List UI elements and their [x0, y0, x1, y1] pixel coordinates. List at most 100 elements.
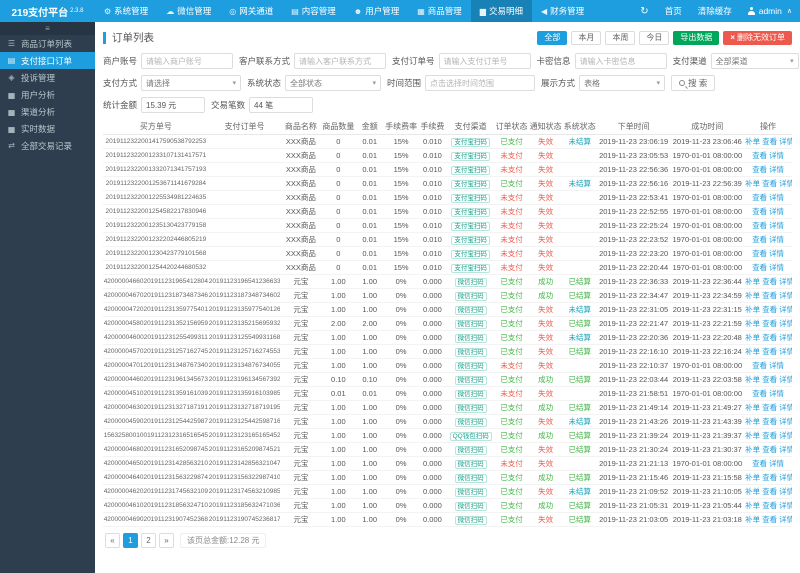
action-link-查看[interactable]: 查看: [752, 220, 768, 230]
action-link-查看[interactable]: 查看: [762, 500, 778, 510]
display-mode-select[interactable]: 表格 ▾: [579, 75, 666, 91]
action-link-详情[interactable]: 详情: [769, 220, 785, 230]
action-link-查看[interactable]: 查看: [762, 276, 778, 286]
action-link-查看[interactable]: 查看: [762, 290, 778, 300]
action-link-详情[interactable]: 详情: [779, 430, 792, 440]
action-link-详情[interactable]: 详情: [779, 416, 792, 426]
action-link-补单[interactable]: 补单: [745, 486, 761, 496]
action-link-详情[interactable]: 详情: [779, 290, 792, 300]
action-link-查看[interactable]: 查看: [752, 234, 768, 244]
action-link-补单[interactable]: 补单: [745, 444, 761, 454]
sidebar-toggle[interactable]: ≡: [0, 22, 95, 35]
page-prev-button[interactable]: «: [105, 532, 120, 548]
nav-item-商品管理[interactable]: ▦ 商品管理: [417, 6, 462, 16]
action-link-补单[interactable]: 补单: [745, 304, 761, 314]
action-link-查看[interactable]: 查看: [752, 360, 768, 370]
action-link-查看[interactable]: 查看: [762, 402, 778, 412]
action-link-补单[interactable]: 补单: [745, 430, 761, 440]
range-button-本月[interactable]: 本月: [571, 31, 602, 45]
action-link-查看[interactable]: 查看: [752, 388, 768, 398]
sidebar-item-商品订单列表[interactable]: ☰ 商品订单列表: [7, 38, 73, 49]
action-link-详情[interactable]: 详情: [769, 388, 785, 398]
action-link-详情[interactable]: 详情: [769, 262, 785, 272]
action-link-补单[interactable]: 补单: [745, 500, 761, 510]
action-link-补单[interactable]: 补单: [745, 402, 761, 412]
range-button-本周[interactable]: 本周: [605, 31, 636, 45]
action-link-查看[interactable]: 查看: [762, 136, 778, 146]
action-link-补单[interactable]: 补单: [745, 416, 761, 426]
export-button[interactable]: 导出数据: [673, 31, 720, 45]
action-link-详情[interactable]: 详情: [769, 458, 785, 468]
action-link-查看[interactable]: 查看: [752, 150, 768, 160]
action-link-查看[interactable]: 查看: [762, 416, 778, 426]
action-link-详情[interactable]: 详情: [779, 402, 792, 412]
action-link-详情[interactable]: 详情: [769, 206, 785, 216]
action-link-详情[interactable]: 详情: [779, 486, 792, 496]
action-link-补单[interactable]: 补单: [745, 374, 761, 384]
action-link-补单[interactable]: 补单: [745, 514, 761, 524]
action-link-详情[interactable]: 详情: [779, 136, 792, 146]
action-link-查看[interactable]: 查看: [762, 430, 778, 440]
action-link-查看[interactable]: 查看: [762, 486, 778, 496]
sidebar-item-实时数据[interactable]: ▅ 实时数据: [8, 123, 56, 134]
action-link-详情[interactable]: 详情: [779, 444, 792, 454]
action-link-查看[interactable]: 查看: [762, 444, 778, 454]
clear-cache-link[interactable]: 清除缓存: [697, 6, 732, 16]
action-link-详情[interactable]: 详情: [779, 472, 792, 482]
action-link-详情[interactable]: 详情: [779, 304, 792, 314]
range-button-全部[interactable]: 全部: [537, 31, 568, 45]
delete-invalid-button[interactable]: × 删除无效订单: [723, 31, 792, 45]
nav-item-财务管理[interactable]: ◀ 财务管理: [540, 6, 585, 16]
sidebar-item-渠道分析[interactable]: ▅ 渠道分析: [8, 106, 56, 117]
action-link-查看[interactable]: 查看: [762, 346, 778, 356]
action-link-查看[interactable]: 查看: [752, 164, 768, 174]
system-status-select[interactable]: 全部状态 ▾: [285, 75, 382, 91]
action-link-详情[interactable]: 详情: [779, 346, 792, 356]
contact-input[interactable]: [294, 53, 387, 69]
refresh-button[interactable]: ↻: [632, 0, 656, 22]
user-menu[interactable]: admin ∧: [740, 0, 800, 22]
action-link-查看[interactable]: 查看: [762, 472, 778, 482]
action-link-详情[interactable]: 详情: [779, 276, 792, 286]
action-link-详情[interactable]: 详情: [769, 192, 785, 202]
action-link-查看[interactable]: 查看: [752, 206, 768, 216]
action-link-详情[interactable]: 详情: [769, 164, 785, 174]
time-range-input[interactable]: [425, 75, 536, 91]
action-link-详情[interactable]: 详情: [779, 514, 792, 524]
action-link-查看[interactable]: 查看: [762, 374, 778, 384]
action-link-补单[interactable]: 补单: [745, 346, 761, 356]
action-link-补单[interactable]: 补单: [745, 136, 761, 146]
sidebar-item-支付接口订单[interactable]: ▤ 支付接口订单: [0, 52, 95, 69]
home-link[interactable]: 首页: [664, 6, 682, 16]
action-link-详情[interactable]: 详情: [769, 248, 785, 258]
merchant-input[interactable]: [141, 53, 234, 69]
page-next-button[interactable]: »: [159, 532, 174, 548]
page-button-2[interactable]: 2: [141, 532, 156, 548]
action-link-详情[interactable]: 详情: [779, 178, 792, 188]
nav-item-用户管理[interactable]: ☻ 用户管理: [353, 6, 400, 16]
search-button[interactable]: 搜 索: [671, 75, 716, 91]
action-link-查看[interactable]: 查看: [762, 304, 778, 314]
nav-item-交易明细[interactable]: ▆ 交易明细: [470, 0, 532, 22]
sidebar-item-用户分析[interactable]: ▅ 用户分析: [8, 89, 56, 100]
channel-select[interactable]: 全部渠道 ▾: [710, 53, 799, 69]
action-link-详情[interactable]: 详情: [769, 234, 785, 244]
action-link-详情[interactable]: 详情: [779, 500, 792, 510]
range-button-今日[interactable]: 今日: [639, 31, 670, 45]
nav-item-系统管理[interactable]: ⚙ 系统管理: [104, 6, 149, 16]
action-link-查看[interactable]: 查看: [752, 458, 768, 468]
action-link-查看[interactable]: 查看: [762, 514, 778, 524]
action-link-详情[interactable]: 详情: [779, 332, 792, 342]
action-link-补单[interactable]: 补单: [745, 332, 761, 342]
action-link-补单[interactable]: 补单: [745, 290, 761, 300]
action-link-详情[interactable]: 详情: [769, 150, 785, 160]
action-link-查看[interactable]: 查看: [752, 192, 768, 202]
action-link-补单[interactable]: 补单: [745, 178, 761, 188]
action-link-详情[interactable]: 详情: [769, 360, 785, 370]
action-link-详情[interactable]: 详情: [779, 318, 792, 328]
sidebar-item-全部交易记录[interactable]: ⇄ 全部交易记录: [8, 140, 73, 151]
nav-item-网关通道[interactable]: ◎ 网关通道: [229, 6, 274, 16]
action-link-补单[interactable]: 补单: [745, 276, 761, 286]
action-link-查看[interactable]: 查看: [752, 248, 768, 258]
action-link-详情[interactable]: 详情: [779, 374, 792, 384]
